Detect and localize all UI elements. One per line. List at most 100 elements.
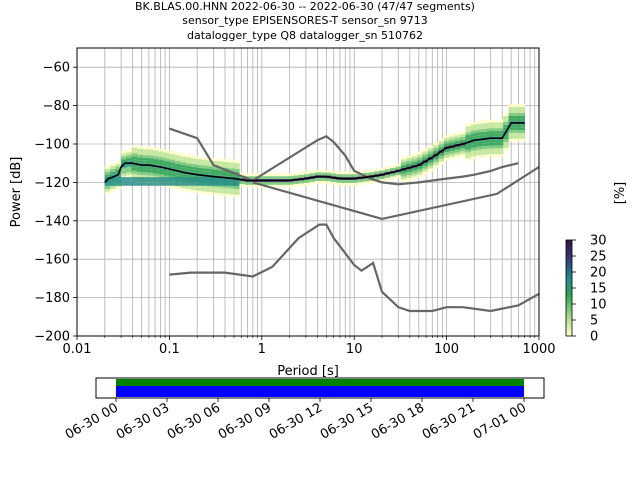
heatmap-cell bbox=[406, 163, 412, 167]
heatmap-cell bbox=[427, 165, 434, 169]
heatmap-cell bbox=[131, 156, 138, 160]
heatmap-cell bbox=[449, 136, 456, 140]
heatmap-cell bbox=[481, 143, 488, 147]
heatmap-cell bbox=[131, 147, 138, 151]
heatmap-cell bbox=[190, 177, 197, 180]
heatmap-cell bbox=[164, 149, 170, 153]
heatmap-cell bbox=[190, 175, 197, 179]
timeline-tick-label: 06-30 03 bbox=[114, 400, 172, 442]
heatmap-cell bbox=[303, 182, 310, 186]
heatmap-cell bbox=[104, 171, 111, 175]
heatmap-cell bbox=[153, 153, 159, 157]
heatmap-cell bbox=[126, 177, 133, 180]
heatmap-cell bbox=[110, 182, 116, 186]
heatmap-cell bbox=[115, 177, 122, 180]
heatmap-cell bbox=[513, 132, 520, 136]
heatmap-cell bbox=[454, 152, 461, 156]
heatmap-cell bbox=[379, 167, 386, 171]
heatmap-cell bbox=[158, 154, 165, 158]
colorbar-tick-label: 20 bbox=[590, 266, 607, 281]
heatmap-cell bbox=[147, 146, 154, 150]
heatmap-cell bbox=[169, 162, 176, 166]
heatmap-cell bbox=[115, 182, 122, 186]
heatmap-cell bbox=[147, 158, 154, 162]
heatmap-cell bbox=[492, 139, 499, 143]
heatmap-cell bbox=[513, 104, 520, 108]
heatmap-cell bbox=[180, 177, 186, 180]
heatmap-cell bbox=[201, 165, 208, 169]
heatmap-cell bbox=[330, 181, 337, 185]
heatmap-cell bbox=[158, 182, 165, 186]
heatmap-cell bbox=[390, 176, 396, 180]
heatmap-cell bbox=[336, 174, 342, 177]
heatmap-cell bbox=[190, 166, 197, 170]
heatmap-cell bbox=[207, 192, 213, 195]
heatmap-cell bbox=[417, 174, 423, 178]
heatmap-cell bbox=[513, 112, 520, 116]
heatmap-cell bbox=[180, 162, 186, 165]
heatmap-cell bbox=[120, 182, 127, 186]
heatmap-cell bbox=[115, 186, 122, 190]
heatmap-cell bbox=[336, 182, 342, 186]
heatmap-cell bbox=[406, 169, 412, 173]
heatmap-cell bbox=[352, 171, 359, 175]
heatmap-cell bbox=[443, 155, 450, 158]
heatmap-cell bbox=[487, 131, 493, 135]
heatmap-cell bbox=[147, 177, 154, 180]
heatmap-cell bbox=[503, 142, 509, 145]
heatmap-cell bbox=[390, 173, 396, 177]
heatmap-cell bbox=[465, 135, 472, 138]
y-tick-label: −120 bbox=[34, 176, 70, 191]
heatmap-cell bbox=[298, 171, 305, 175]
heatmap-cell bbox=[266, 181, 272, 185]
heatmap-cell bbox=[115, 169, 122, 173]
heatmap-cell bbox=[277, 176, 283, 180]
heatmap-cell bbox=[422, 154, 429, 158]
heatmap-cell bbox=[384, 166, 391, 170]
heatmap-cell bbox=[174, 177, 181, 180]
heatmap-cell bbox=[137, 182, 143, 186]
heatmap-cell bbox=[234, 168, 240, 172]
heatmap-cell bbox=[201, 191, 208, 195]
heatmap-cell bbox=[196, 167, 203, 171]
heatmap-cell bbox=[110, 168, 116, 172]
heatmap-cell bbox=[217, 193, 224, 197]
heatmap-cell bbox=[207, 169, 213, 172]
heatmap-cell bbox=[481, 120, 488, 124]
heatmap-cell bbox=[190, 169, 197, 173]
heatmap-cell bbox=[120, 177, 127, 180]
heatmap-cell bbox=[481, 126, 488, 129]
heatmap-cell bbox=[470, 124, 477, 128]
colorbar-label: [%] bbox=[613, 182, 628, 205]
heatmap-cell bbox=[470, 136, 477, 140]
heatmap-cell bbox=[508, 132, 515, 136]
heatmap-cell bbox=[223, 173, 229, 177]
heatmap-cell bbox=[357, 182, 364, 186]
heatmap-cell bbox=[207, 166, 213, 170]
heatmap-cell bbox=[417, 166, 423, 169]
heatmap-cell bbox=[314, 178, 321, 181]
heatmap-cell bbox=[120, 167, 127, 171]
timeline-bar-green bbox=[116, 379, 524, 386]
heatmap-cell bbox=[497, 154, 504, 157]
heatmap-cell bbox=[433, 142, 439, 145]
heatmap-cell bbox=[212, 160, 219, 164]
heatmap-cell bbox=[508, 112, 515, 116]
heatmap-cell bbox=[196, 185, 203, 188]
colorbar-tick-label: 25 bbox=[590, 250, 607, 265]
heatmap-cell bbox=[454, 135, 461, 139]
heatmap-cell bbox=[481, 154, 488, 158]
heatmap-cell bbox=[519, 138, 525, 142]
heatmap-cell bbox=[417, 157, 423, 161]
heatmap-cell bbox=[433, 150, 439, 154]
heatmap-cell bbox=[147, 152, 154, 156]
heatmap-cell bbox=[196, 159, 203, 162]
heatmap-cell bbox=[384, 177, 391, 181]
heatmap-cell bbox=[497, 133, 504, 137]
heatmap-cell bbox=[422, 165, 429, 169]
heatmap-cell bbox=[142, 146, 149, 150]
heatmap-cell bbox=[481, 140, 488, 144]
heatmap-cell bbox=[287, 173, 294, 177]
x-axis-label: Period [s] bbox=[277, 364, 339, 379]
heatmap-cell bbox=[519, 109, 525, 113]
